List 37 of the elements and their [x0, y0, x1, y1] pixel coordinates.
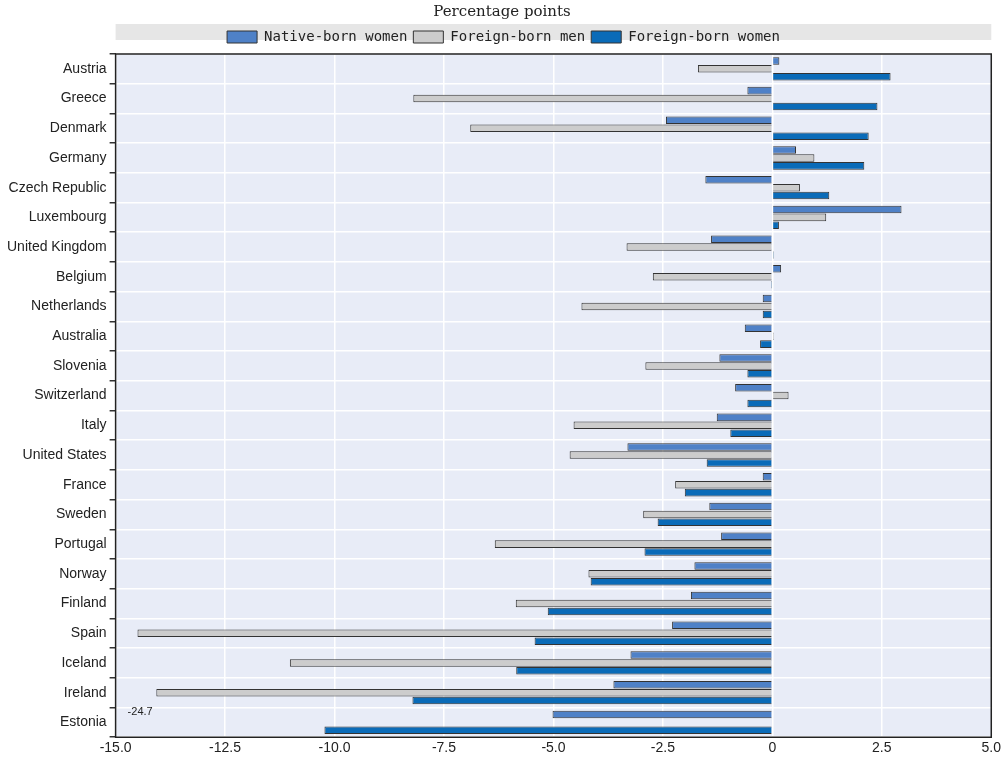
y-tick-label: Estonia	[59, 713, 107, 730]
y-tick-label: Belgium	[56, 267, 107, 284]
y-tick-label: Sweden	[56, 505, 107, 522]
y-tick-label: Switzerland	[34, 386, 107, 403]
y-tick-label: Portugal	[54, 534, 107, 551]
y-tick-label: Spain	[70, 624, 107, 641]
y-tick-label: Norway	[59, 564, 107, 581]
y-tick-label: Iceland	[61, 653, 107, 670]
chart-subtitle: Percentage points	[432, 2, 572, 20]
y-tick-label: Denmark	[49, 119, 108, 136]
y-tick-label: Italy	[80, 416, 107, 433]
text: -24.7	[127, 704, 153, 717]
y-tick-label: Greece	[60, 89, 107, 106]
x-tick-label: -5.0	[541, 739, 566, 756]
x-tick-label: -10.0	[318, 739, 351, 756]
y-tick-label: Slovenia	[52, 356, 107, 373]
y-tick-label: Netherlands	[31, 297, 107, 314]
y-tick-label: Finland	[60, 594, 107, 611]
y-tick-label: Ireland	[63, 683, 107, 700]
y-tick-label: Australia	[52, 327, 107, 344]
y-tick-label: Germany	[49, 148, 107, 165]
x-tick-label: 5.0	[981, 739, 1002, 756]
y-tick-label: Austria	[63, 59, 107, 76]
y-tick-label: United States	[22, 445, 107, 462]
x-tick-label: -12.5	[209, 739, 242, 756]
y-tick-label: France	[63, 475, 107, 492]
x-tick-label: -15.0	[99, 739, 132, 756]
y-tick-label: Czech Republic	[8, 178, 107, 195]
legend-label: Foreign-born women	[628, 27, 780, 44]
x-tick-label: 2.5	[872, 739, 892, 756]
x-tick-label: -7.5	[431, 739, 457, 756]
y-tick-label: United Kingdom	[6, 237, 107, 254]
x-tick-label: -2.5	[650, 739, 676, 756]
y-tick-label: Luxembourg	[28, 208, 107, 225]
x-tick-label: 0	[768, 739, 777, 756]
legend-label: Native-born women	[264, 27, 408, 44]
legend-label: Foreign-born men	[450, 27, 586, 44]
